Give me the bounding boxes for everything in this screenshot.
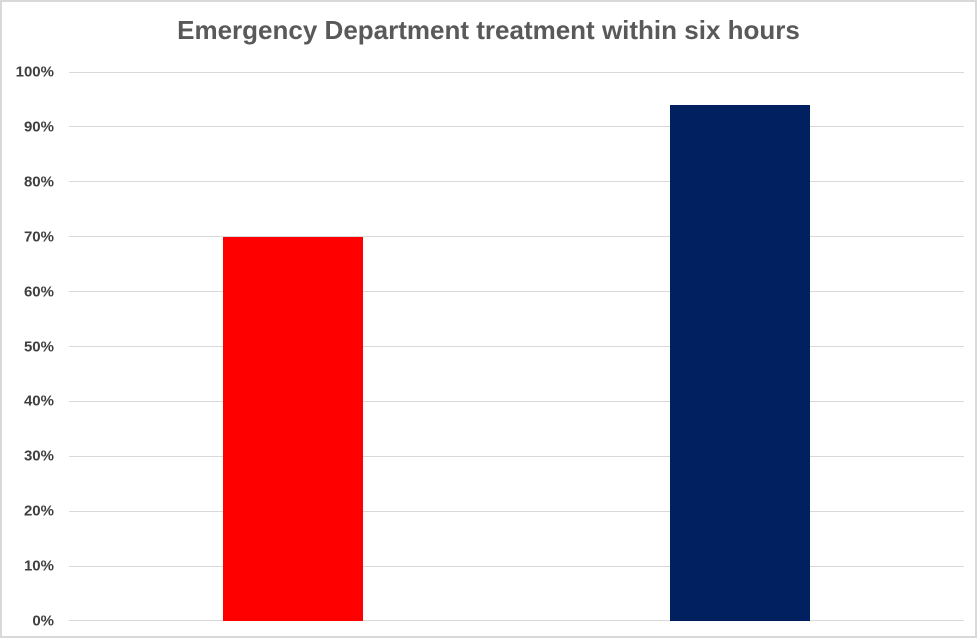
gridline-90 (69, 126, 964, 128)
gridline-20 (69, 510, 964, 512)
y-tick-label-80: 80% (23, 173, 54, 191)
bar-2 (670, 104, 811, 621)
gridline-80 (69, 181, 964, 183)
y-tick-label-10: 10% (23, 557, 54, 575)
gridline-10 (69, 565, 964, 567)
y-tick-label-70: 70% (23, 228, 54, 246)
gridline-60 (69, 291, 964, 293)
gridline-0 (69, 620, 964, 621)
gridline-70 (69, 236, 964, 238)
y-tick-label-60: 60% (23, 283, 54, 301)
y-tick-label-90: 90% (23, 118, 54, 136)
gridline-30 (69, 455, 964, 457)
y-axis-labels: 0% 10% 20% 30% 40% 50% 60% 70% 80% 90% 100% (2, 64, 54, 630)
gridline-100 (69, 72, 964, 73)
y-tick-label-20: 20% (23, 502, 54, 520)
bar-1 (222, 236, 363, 621)
y-tick-label-100: 100% (15, 63, 54, 81)
plot-area (69, 72, 964, 621)
y-tick-label-50: 50% (23, 338, 54, 355)
y-tick-label-30: 30% (23, 447, 54, 465)
gridline-50 (69, 346, 964, 347)
chart-title: Emergency Department treatment within si… (177, 15, 800, 45)
y-tick-label-40: 40% (23, 392, 54, 410)
y-tick-label-0: 0% (32, 612, 54, 630)
gridline-40 (69, 400, 964, 402)
